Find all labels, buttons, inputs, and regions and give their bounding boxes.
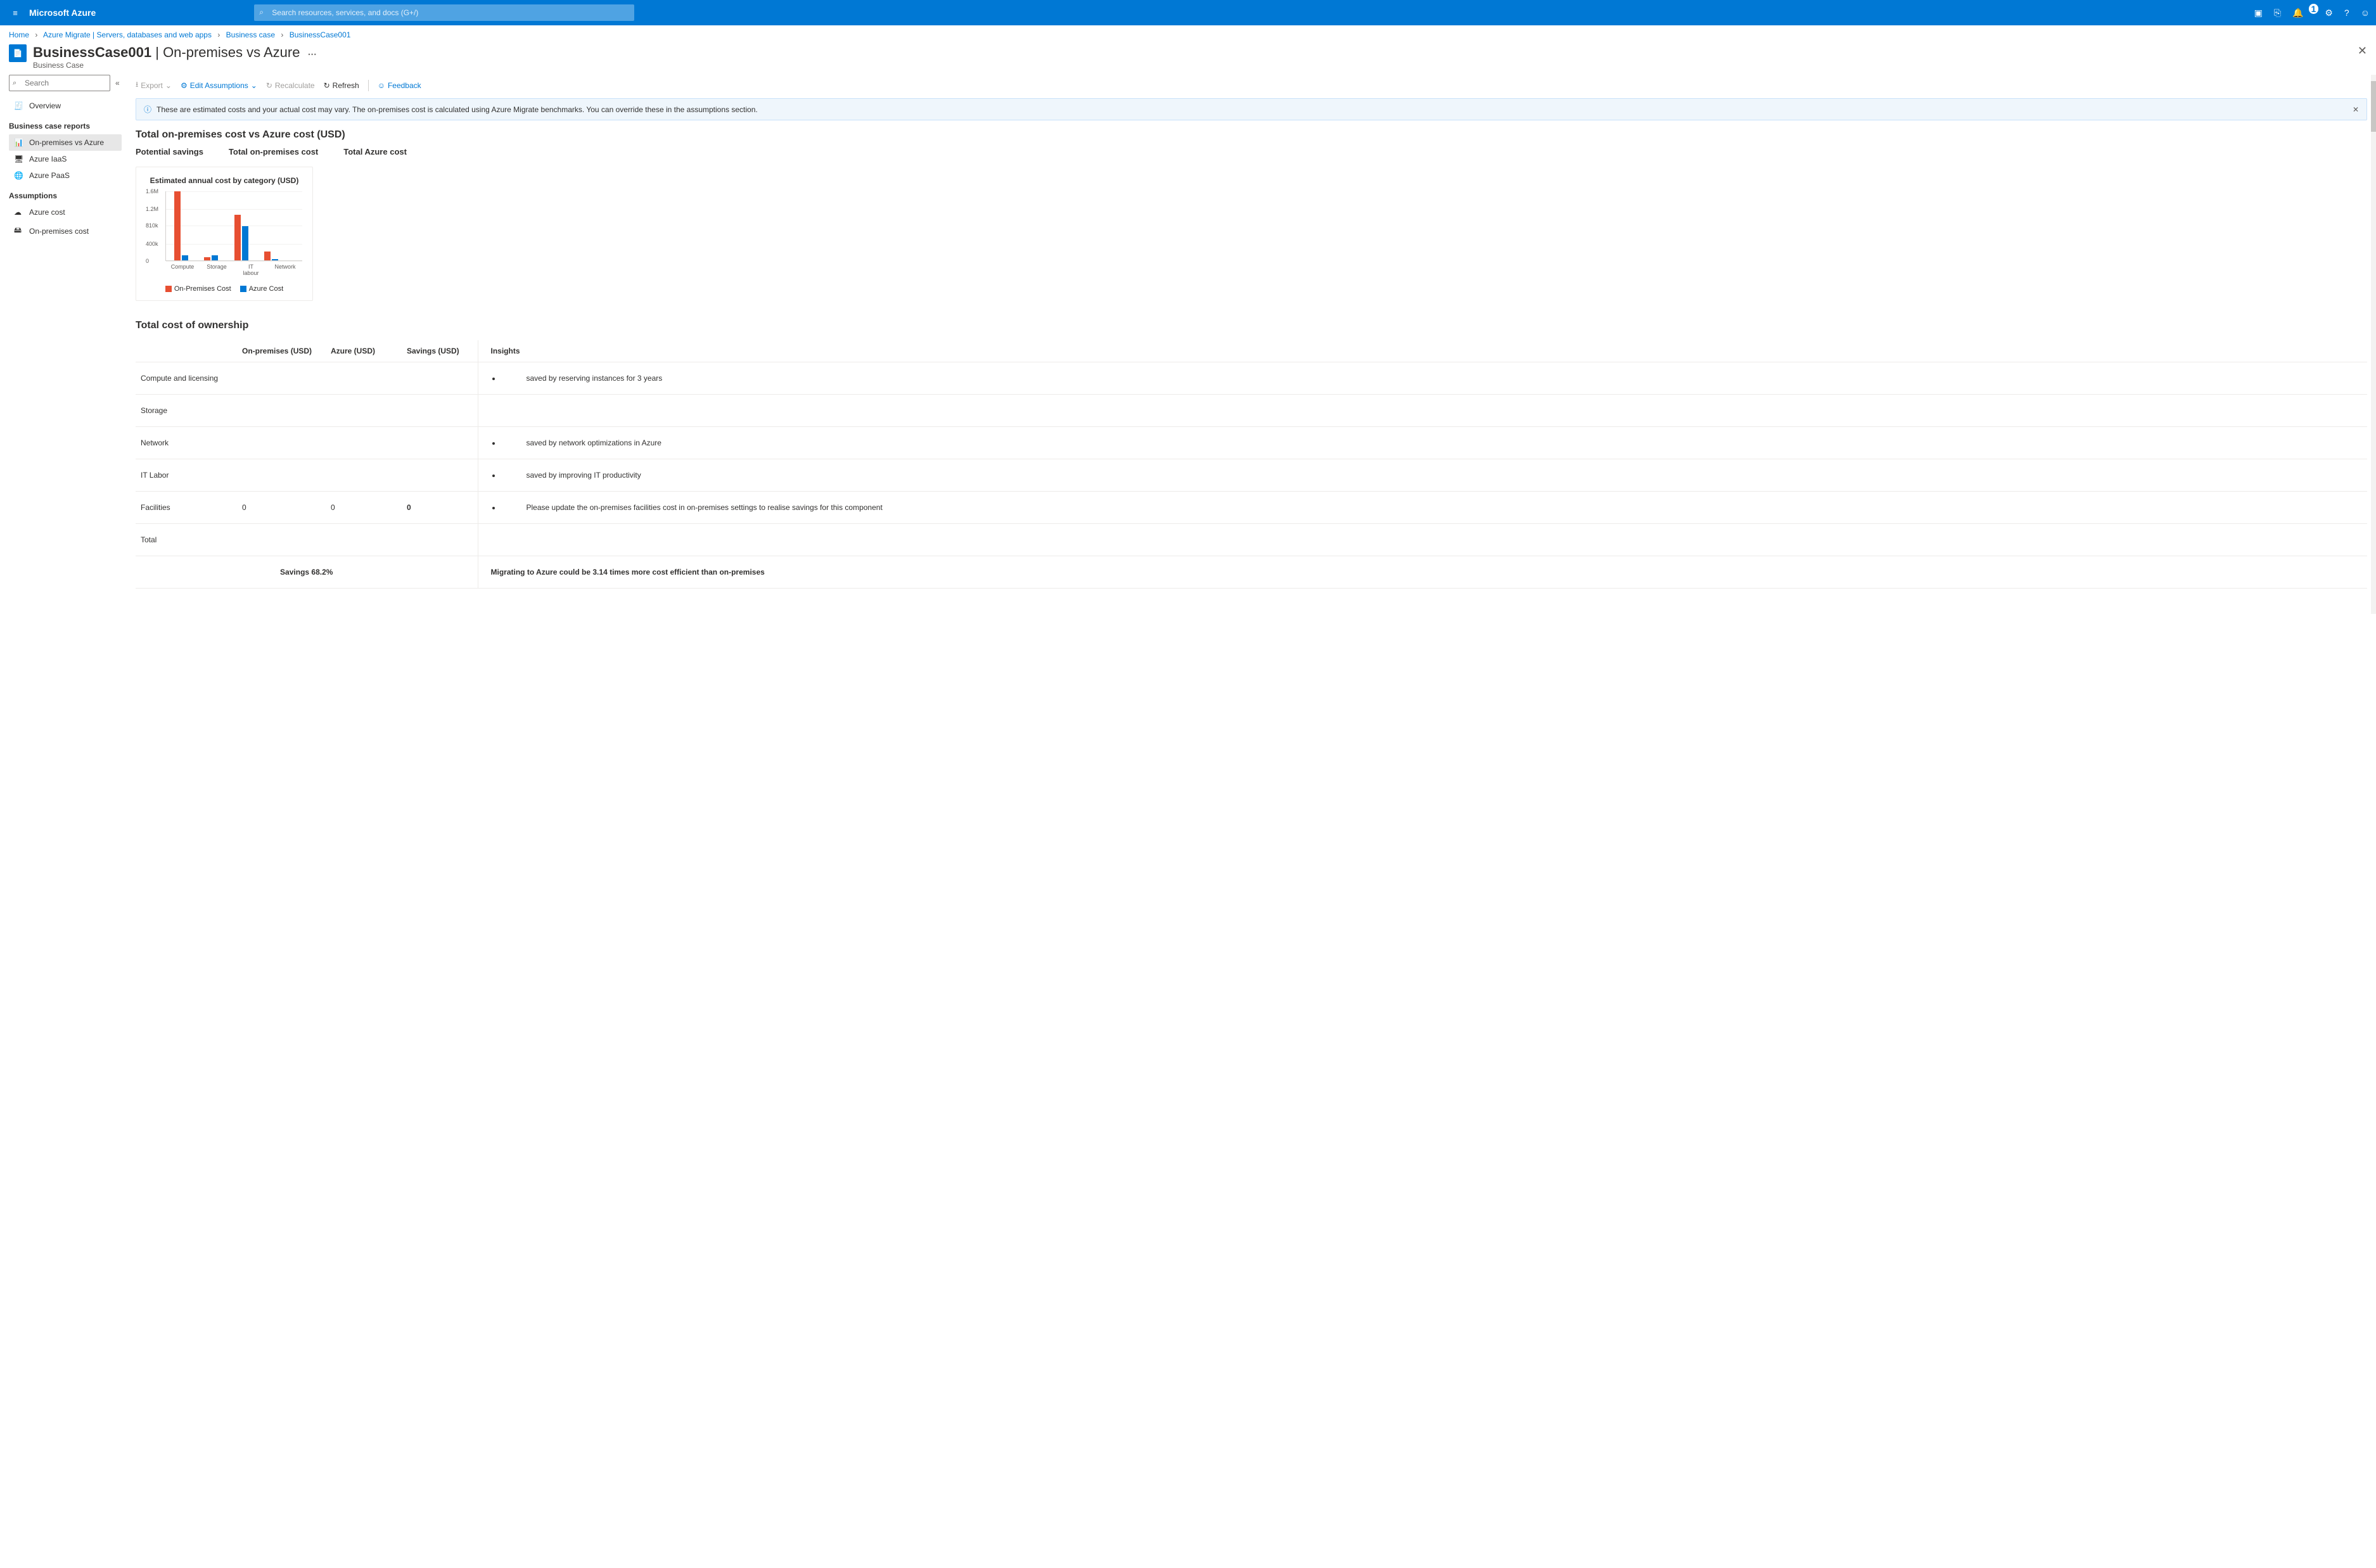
overview-icon: 🧾	[14, 101, 24, 110]
refresh-button[interactable]: ↻ Refresh	[324, 81, 359, 90]
page-subtitle: Business Case	[33, 61, 317, 70]
title-row: 📄 BusinessCase001 | On-premises vs Azure…	[0, 44, 2376, 75]
notification-badge: 1	[2309, 4, 2319, 14]
global-search-input[interactable]	[254, 4, 634, 21]
nav-azure-iaas[interactable]: 🖥 Azure IaaS	[9, 151, 122, 167]
tco-title: Total cost of ownership	[136, 320, 2367, 331]
sliders-icon: ⚙	[181, 81, 188, 90]
tab-total-onprem[interactable]: Total on-premises cost	[229, 147, 318, 156]
search-icon: ⌕	[13, 79, 16, 87]
nav-search-wrap: ⌕ «	[9, 75, 127, 91]
more-icon[interactable]: ⋯	[308, 49, 317, 59]
table-row: IT Laborsaved by improving IT productivi…	[136, 459, 2367, 492]
chart-title: Estimated annual cost by category (USD)	[146, 176, 302, 185]
chart-x-labels: ComputeStorageIT labourNetwork	[165, 264, 302, 276]
breadcrumb-home[interactable]: Home	[9, 30, 29, 39]
download-icon: ⭳	[136, 79, 138, 92]
left-nav: ⌕ « 🧾 Overview Business case reports 📊 O…	[0, 75, 127, 614]
help-icon[interactable]: ?	[2344, 8, 2349, 18]
tco-savings-pct: Savings 68.2%	[136, 556, 478, 589]
search-icon: ⌕	[259, 8, 264, 17]
cost-tabs: Potential savings Total on-premises cost…	[136, 147, 2367, 156]
scrollbar-thumb[interactable]	[2371, 81, 2376, 132]
top-bar: ≡ Microsoft Azure ⌕ ▣ ⎘ 🔔1 ⚙ ? ☺	[0, 0, 2376, 25]
chart-legend: On-Premises Cost Azure Cost	[146, 285, 302, 293]
feedback-icon: ☺	[378, 81, 385, 90]
paas-icon: 🌐	[14, 171, 24, 180]
topbar-icons: ▣ ⎘ 🔔1 ⚙ ? ☺	[2254, 8, 2370, 18]
cloudshell-icon[interactable]: ▣	[2254, 8, 2263, 18]
tco-header-row: On-premises (USD) Azure (USD) Savings (U…	[136, 340, 2367, 362]
legend-onprem: On-Premises Cost	[165, 285, 231, 293]
breadcrumb-businesscase[interactable]: Business case	[226, 30, 275, 39]
cost-section-title: Total on-premises cost vs Azure cost (US…	[136, 129, 2367, 141]
main-content: ⭳ Export ⌄ ⚙ Edit Assumptions ⌄ ↻ Recalc…	[127, 75, 2376, 614]
chevron-down-icon: ⌄	[165, 81, 172, 90]
nav-onprem-vs-azure[interactable]: 📊 On-premises vs Azure	[9, 134, 122, 151]
tab-total-azure[interactable]: Total Azure cost	[343, 147, 407, 156]
breadcrumb-migrate[interactable]: Azure Migrate | Servers, databases and w…	[43, 30, 212, 39]
nav-azure-paas[interactable]: 🌐 Azure PaaS	[9, 167, 122, 184]
breadcrumb: Home › Azure Migrate | Servers, database…	[0, 25, 2376, 44]
recalculate-button[interactable]: ↻ Recalculate	[266, 81, 315, 90]
cloud-icon: ☁	[14, 208, 24, 217]
resource-icon: 📄	[9, 44, 27, 62]
breadcrumb-current[interactable]: BusinessCase001	[290, 30, 351, 39]
tco-table: On-premises (USD) Azure (USD) Savings (U…	[136, 340, 2367, 589]
collapse-nav-icon[interactable]: «	[115, 79, 120, 87]
nav-onprem-cost[interactable]: 🖴 On-premises cost	[9, 220, 122, 241]
refresh-icon: ↻	[324, 81, 330, 90]
refresh-icon: ↻	[266, 81, 272, 90]
compare-icon: 📊	[14, 138, 24, 147]
nav-section-assumptions: Assumptions	[9, 191, 127, 200]
nav-search-input[interactable]	[9, 75, 110, 91]
tco-summary-row: Savings 68.2% Migrating to Azure could b…	[136, 556, 2367, 589]
feedback-button[interactable]: ☺ Feedback	[378, 81, 421, 90]
tab-potential-savings[interactable]: Potential savings	[136, 147, 203, 156]
nav-section-reports: Business case reports	[9, 122, 127, 131]
banner-close-icon[interactable]: ✕	[2353, 105, 2359, 114]
directory-icon[interactable]: ⎘	[2274, 8, 2281, 18]
settings-icon[interactable]: ⚙	[2325, 8, 2333, 18]
page-title: BusinessCase001 | On-premises vs Azure ⋯	[33, 44, 317, 61]
feedback-icon[interactable]: ☺	[2361, 8, 2370, 18]
toolbar: ⭳ Export ⌄ ⚙ Edit Assumptions ⌄ ↻ Recalc…	[136, 75, 2367, 98]
table-row: Networksaved by network optimizations in…	[136, 427, 2367, 459]
hamburger-icon[interactable]: ≡	[6, 8, 24, 18]
iaas-icon: 🖥	[14, 155, 24, 163]
table-row: Storage	[136, 395, 2367, 427]
scrollbar[interactable]	[2371, 75, 2376, 614]
export-button[interactable]: ⭳ Export ⌄	[136, 79, 172, 92]
table-row: Facilities000Please update the on-premis…	[136, 492, 2367, 524]
tco-summary-insight: Migrating to Azure could be 3.14 times m…	[478, 556, 2367, 589]
nav-overview[interactable]: 🧾 Overview	[9, 98, 122, 114]
legend-azure: Azure Cost	[240, 285, 283, 293]
layout: ⌕ « 🧾 Overview Business case reports 📊 O…	[0, 75, 2376, 614]
table-row: Compute and licensingsaved by reserving …	[136, 362, 2367, 395]
global-search: ⌕	[254, 4, 634, 21]
chart-plot-area: 1.6M1.2M810k400k0	[165, 191, 302, 261]
info-icon: ⓘ	[144, 104, 151, 115]
close-icon[interactable]: ✕	[2358, 44, 2367, 58]
notifications-icon[interactable]: 🔔1	[2292, 8, 2313, 18]
info-banner: ⓘ These are estimated costs and your act…	[136, 98, 2367, 120]
nav-azure-cost[interactable]: ☁ Azure cost	[9, 204, 122, 220]
server-icon: 🖴	[14, 224, 24, 238]
chevron-down-icon: ⌄	[251, 81, 257, 90]
table-row: Total	[136, 524, 2367, 556]
brand-label: Microsoft Azure	[29, 8, 96, 18]
edit-assumptions-button[interactable]: ⚙ Edit Assumptions ⌄	[181, 81, 257, 90]
cost-chart-card: Estimated annual cost by category (USD) …	[136, 167, 313, 301]
info-banner-text: These are estimated costs and your actua…	[156, 105, 758, 114]
